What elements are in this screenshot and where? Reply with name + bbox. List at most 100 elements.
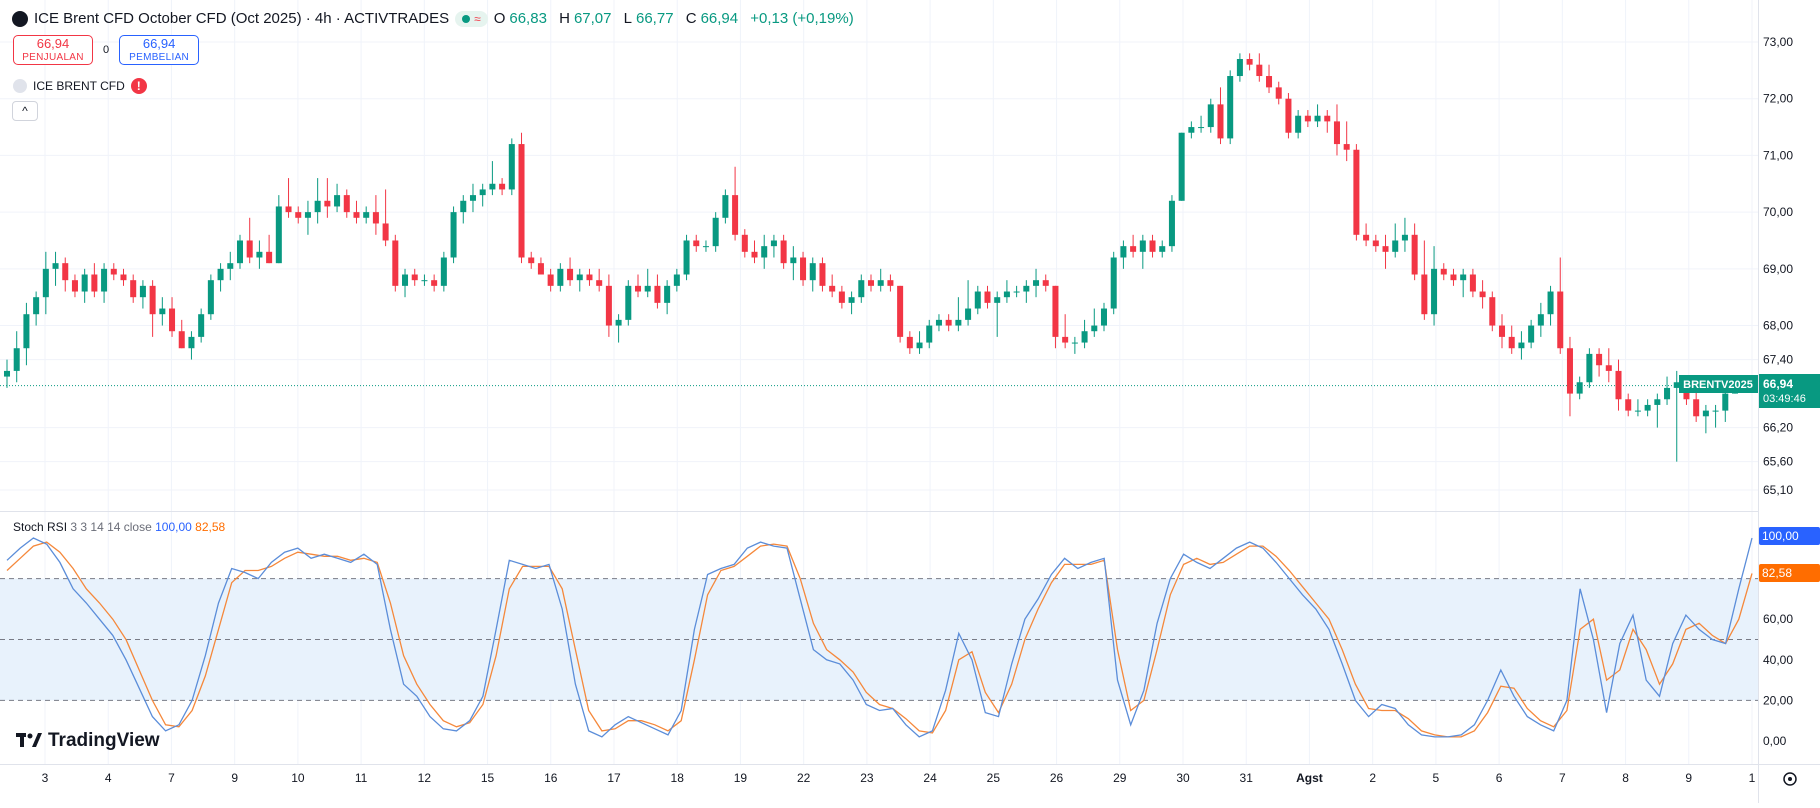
candle-body: [1246, 59, 1253, 65]
candle-body: [1664, 387, 1671, 400]
price-tick-label: 65,10: [1763, 483, 1793, 497]
candle-body: [1625, 399, 1632, 411]
candle: [664, 280, 671, 315]
drop-icon: [12, 10, 28, 27]
collapse-button[interactable]: ^: [12, 101, 38, 121]
indicator-name[interactable]: ICE BRENT CFD: [33, 79, 125, 93]
candle-body: [1382, 246, 1389, 252]
stoch-tick-label: 0,00: [1763, 734, 1787, 748]
candle-body: [372, 212, 379, 224]
candle: [3, 359, 11, 388]
candle: [120, 268, 127, 286]
candle-body: [266, 251, 273, 264]
candle-body: [101, 268, 108, 292]
candle: [62, 257, 69, 292]
candle: [722, 189, 729, 224]
candle-body: [178, 331, 185, 349]
buy-button[interactable]: 66,94 PEMBELIAN: [119, 35, 200, 65]
candle: [1188, 121, 1195, 139]
candle-body: [411, 274, 418, 281]
candle-body: [1168, 200, 1175, 247]
candle: [596, 268, 603, 292]
candle: [1333, 104, 1340, 156]
candle-body: [537, 263, 544, 275]
price-tick-label: 65,60: [1763, 455, 1793, 469]
price-tick-label: 73,00: [1763, 35, 1793, 49]
sell-button[interactable]: 66,94 PENJUALAN: [13, 35, 93, 65]
gear-hub: [1788, 777, 1792, 781]
time-tick-label: 15: [481, 771, 495, 785]
candle-body: [1304, 115, 1311, 122]
candle: [1722, 387, 1729, 422]
candle-body: [1508, 336, 1515, 349]
candle: [1479, 280, 1486, 309]
candle-body: [1042, 280, 1049, 286]
candle: [1217, 87, 1224, 145]
candle: [702, 240, 709, 252]
candle-body: [1586, 353, 1593, 383]
candle-body: [1712, 410, 1719, 412]
candle-body: [1528, 325, 1535, 343]
stoch-axis[interactable]: 60,00 40,00 20,00 0,00: [1763, 612, 1793, 748]
stoch-name[interactable]: Stoch RSI: [13, 520, 68, 534]
candle-body: [227, 263, 234, 269]
candle-body: [673, 274, 680, 286]
candle-body: [586, 274, 593, 281]
candle-body: [1566, 348, 1573, 394]
candle: [1353, 144, 1360, 241]
candle-body: [1314, 115, 1321, 122]
delayed-wave-icon: ≈: [474, 11, 481, 26]
candle: [567, 257, 574, 286]
candle-body: [644, 285, 651, 292]
candle-body: [469, 195, 476, 201]
tradingview-logo[interactable]: TradingView: [16, 730, 160, 752]
time-tick-label: 7: [1559, 771, 1566, 785]
candle: [858, 274, 865, 303]
market-status-pill[interactable]: ≈: [455, 10, 488, 27]
candle-body: [23, 314, 30, 349]
candle-body: [1130, 246, 1137, 252]
candle-body: [1324, 115, 1331, 122]
high-value: 67,07: [573, 10, 612, 27]
candle-body: [1139, 240, 1146, 252]
candle: [965, 280, 972, 326]
time-tick-label: 30: [1176, 771, 1190, 785]
candle: [236, 234, 243, 269]
candle-body: [285, 206, 292, 213]
candle-body: [52, 263, 59, 269]
price-axis[interactable]: 73,00 72,00 71,00 70,00 69,00 68,00 67,40 66,20…: [1763, 35, 1793, 497]
candle: [1528, 319, 1535, 349]
candle: [372, 195, 379, 235]
candle: [130, 274, 137, 303]
candle-body: [1236, 59, 1243, 77]
candle: [343, 189, 350, 218]
candle-body: [741, 234, 748, 252]
candle: [537, 257, 544, 275]
time-tick-label: 7: [168, 771, 175, 785]
time-tick-label: 9: [1685, 771, 1692, 785]
candle: [712, 212, 719, 252]
time-axis[interactable]: 3 4 7 9 10 11 12 15 16 17 18 19 22 23 24 25 26 29 30 31 Agst…: [42, 771, 1756, 785]
candle-body: [935, 319, 942, 326]
settings-gear-icon[interactable]: [1783, 772, 1797, 786]
candle-body: [838, 291, 845, 303]
candle: [800, 251, 807, 286]
candle-body: [965, 308, 972, 320]
symbol-title[interactable]: ICE Brent CFD October CFD (Oct 2025) · 4…: [34, 10, 450, 27]
candle-body: [1198, 127, 1205, 129]
candle: [518, 132, 525, 264]
candle-body: [897, 285, 904, 337]
warning-icon[interactable]: !: [130, 78, 147, 94]
candle-body: [528, 257, 535, 264]
countdown-label: 03:49:46: [1763, 393, 1806, 405]
time-tick-label: Agst: [1296, 771, 1323, 785]
time-tick-label: 4: [105, 771, 112, 785]
candle: [139, 280, 146, 309]
candle: [1363, 223, 1370, 247]
candle: [673, 268, 680, 292]
time-tick-label: 19: [734, 771, 748, 785]
candle-body: [625, 285, 632, 320]
candle: [1304, 110, 1311, 128]
candle-body: [1469, 274, 1476, 292]
